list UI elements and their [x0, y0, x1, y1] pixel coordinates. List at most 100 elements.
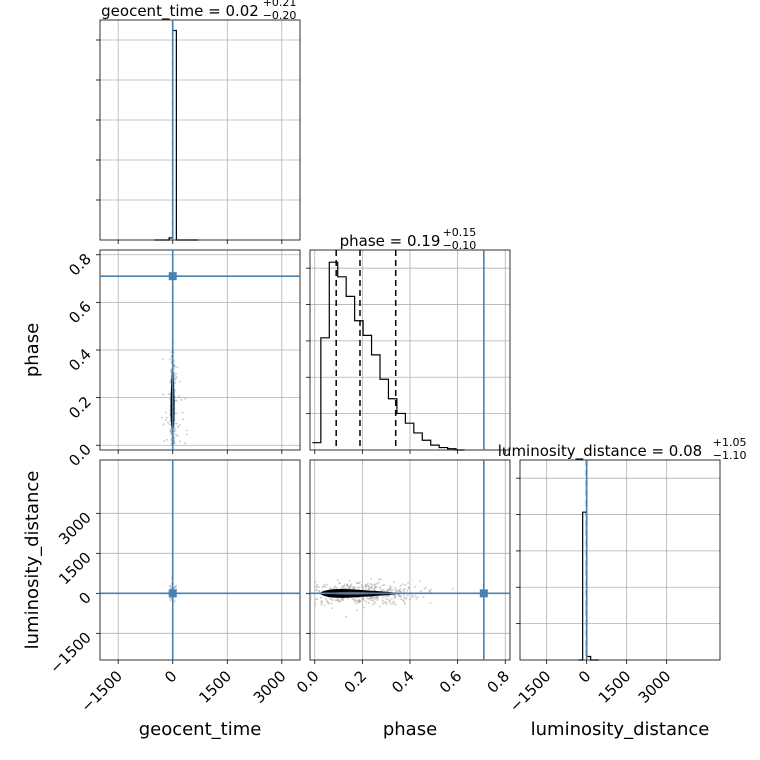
- sample-point: [369, 582, 372, 585]
- sample-point: [347, 587, 350, 590]
- sample-point: [329, 598, 332, 601]
- sample-point: [394, 603, 397, 606]
- sample-point: [355, 581, 358, 584]
- sample-point: [353, 587, 356, 590]
- sample-point: [181, 411, 184, 414]
- sample-point: [366, 582, 369, 585]
- sample-point: [367, 587, 370, 590]
- sample-point: [173, 427, 176, 430]
- sample-point: [385, 603, 388, 606]
- sample-point: [407, 581, 410, 584]
- sample-point: [348, 586, 351, 589]
- sample-point: [179, 440, 182, 443]
- sample-point: [368, 586, 371, 589]
- sample-point: [377, 581, 380, 584]
- sample-point: [428, 589, 431, 592]
- sample-point: [390, 589, 393, 592]
- sample-point: [370, 585, 373, 588]
- sample-point: [346, 583, 349, 586]
- sample-point: [371, 587, 374, 590]
- sample-point: [321, 601, 324, 604]
- x-tick-label: 3000: [635, 667, 675, 707]
- sample-point: [363, 606, 366, 609]
- sample-point: [365, 596, 368, 599]
- sample-point: [365, 584, 368, 587]
- sample-point: [330, 587, 333, 590]
- sample-point: [339, 581, 342, 584]
- sample-point: [327, 602, 330, 605]
- sample-point: [369, 595, 372, 598]
- sample-point: [376, 597, 379, 600]
- scatter-samples: [313, 577, 454, 618]
- x-tick-label: 0.8: [483, 667, 513, 697]
- sample-point: [313, 604, 316, 607]
- sample-point: [353, 598, 356, 601]
- sample-point: [356, 599, 359, 602]
- panel-grid: [100, 20, 300, 240]
- sample-point: [402, 588, 405, 591]
- y-tick-label: 0: [75, 588, 94, 607]
- title-plus-phase: +0.15: [443, 226, 477, 239]
- sample-point: [315, 588, 318, 591]
- sample-point: [343, 583, 346, 586]
- x-tick-label: 0: [161, 667, 180, 686]
- sample-point: [403, 601, 406, 604]
- sample-point: [315, 589, 318, 592]
- y-tick-label: 0.2: [65, 393, 95, 423]
- panel-grid: [310, 460, 510, 660]
- sample-point: [358, 585, 361, 588]
- sample-point: [373, 602, 376, 605]
- sample-point: [325, 583, 328, 586]
- sample-point: [367, 585, 370, 588]
- y-tick-label: 0.6: [65, 297, 95, 327]
- sample-point: [346, 584, 349, 587]
- sample-point: [397, 594, 400, 597]
- sample-point: [388, 587, 391, 590]
- sample-point: [389, 600, 392, 603]
- sample-point: [316, 598, 319, 601]
- sample-point: [389, 587, 392, 590]
- sample-point: [160, 416, 163, 419]
- panel-frame: [99, 459, 301, 661]
- sample-point: [333, 586, 336, 589]
- sample-point: [392, 594, 395, 597]
- sample-point: [173, 586, 176, 589]
- sample-point: [348, 586, 351, 589]
- sample-point: [349, 585, 352, 588]
- sample-point: [180, 398, 183, 401]
- sample-point: [341, 598, 344, 601]
- sample-point: [370, 584, 373, 587]
- sample-point: [393, 581, 396, 584]
- sample-point: [369, 597, 372, 600]
- sample-point: [357, 599, 360, 602]
- sample-point: [405, 596, 408, 599]
- sample-point: [320, 603, 323, 606]
- sample-point: [407, 587, 410, 590]
- y-tick-label: 3000: [55, 508, 95, 548]
- sample-point: [330, 597, 333, 600]
- sample-point: [350, 585, 353, 588]
- sample-point: [399, 587, 402, 590]
- sample-point: [375, 586, 378, 589]
- histogram-luminosity_distance: [578, 511, 599, 661]
- sample-point: [354, 586, 357, 589]
- sample-point: [354, 599, 357, 602]
- sample-point: [359, 600, 362, 603]
- sample-point: [381, 599, 384, 602]
- sample-point: [330, 607, 333, 610]
- sample-point: [419, 590, 422, 593]
- sample-point: [355, 609, 358, 612]
- sample-point: [370, 577, 373, 580]
- sample-point: [185, 433, 188, 436]
- x-tick-label: 3000: [250, 667, 290, 707]
- sample-point: [173, 600, 176, 603]
- sample-point: [398, 589, 401, 592]
- sample-point: [430, 588, 433, 591]
- sample-point: [358, 598, 361, 601]
- y-tick-label: 0.4: [65, 345, 95, 375]
- sample-point: [381, 602, 384, 605]
- x-tick-label: 1500: [195, 667, 235, 707]
- sample-point: [362, 597, 365, 600]
- sample-point: [403, 587, 406, 590]
